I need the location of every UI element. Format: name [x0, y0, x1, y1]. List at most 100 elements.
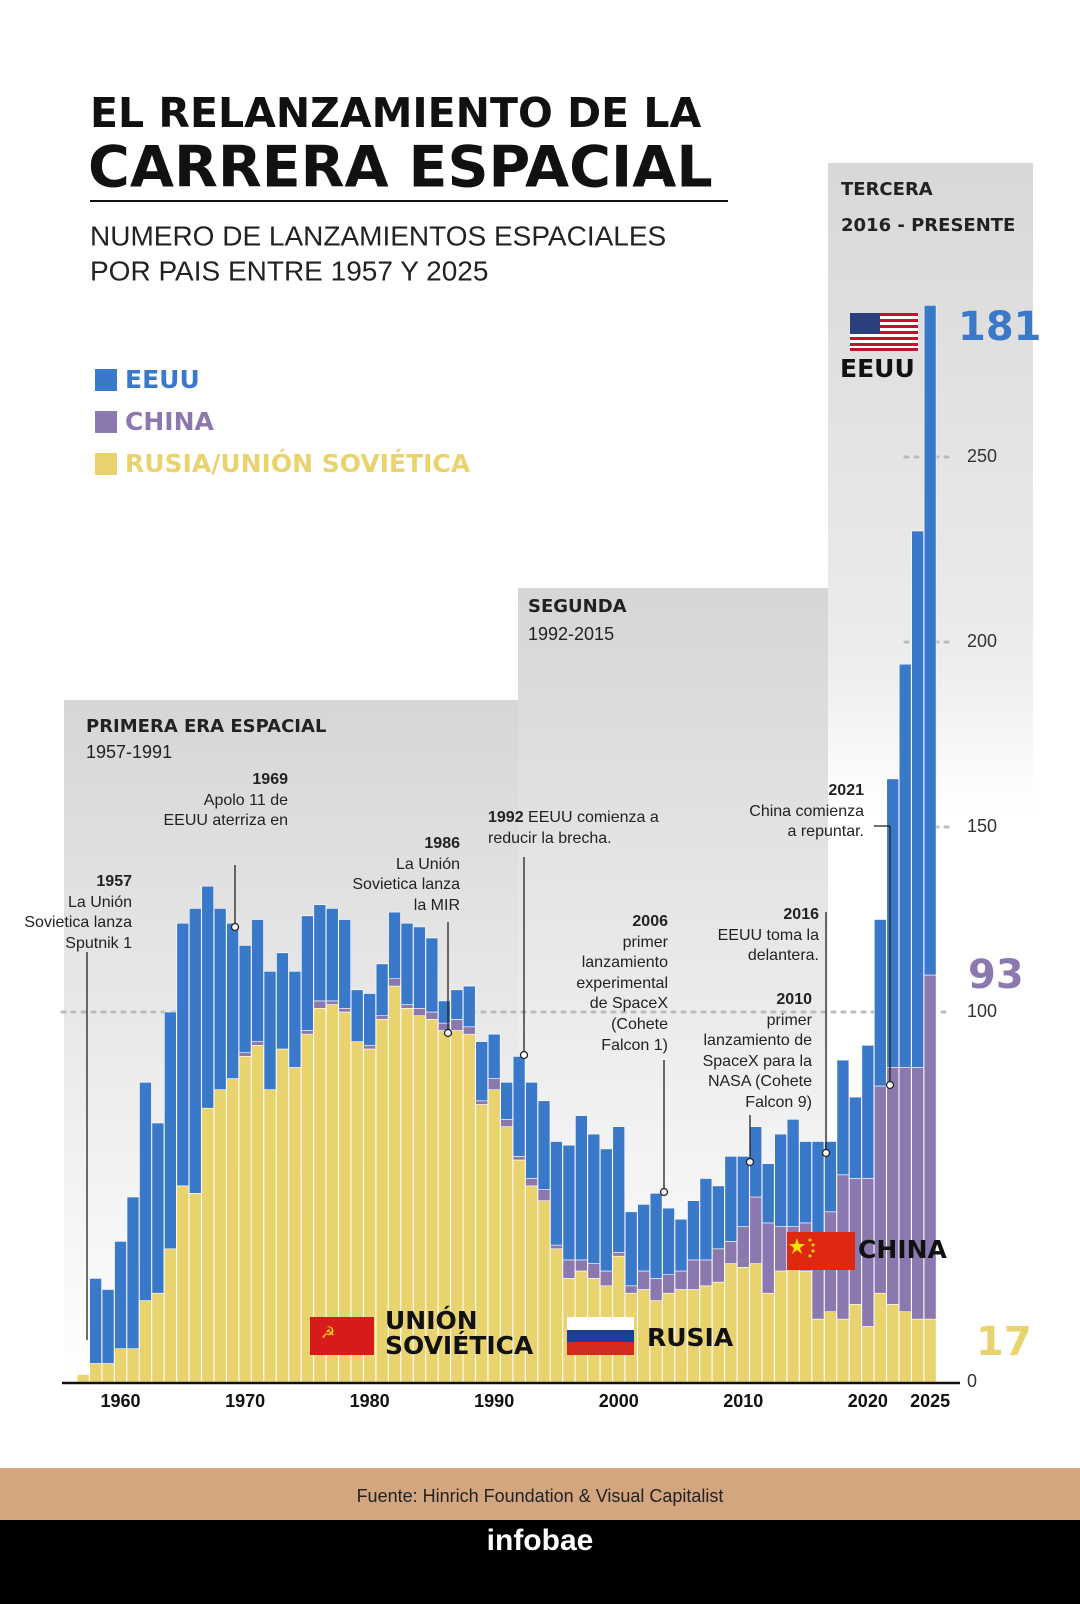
bar-segment — [388, 911, 401, 979]
bar-segment — [886, 1067, 900, 1305]
annotation-text: EEUU toma la — [717, 926, 819, 944]
bar-segment — [550, 1244, 563, 1250]
bar-segment — [139, 1082, 152, 1301]
bar-segment — [612, 1126, 626, 1253]
annotation-text: delantera. — [747, 947, 819, 965]
annotation-text: (Cohete — [611, 1015, 668, 1033]
annotation-text: primer — [622, 933, 668, 951]
bar-segment — [849, 1096, 862, 1179]
bar-segment — [76, 1374, 90, 1383]
bar-segment — [712, 1248, 725, 1283]
y-tick-label: 150 — [967, 816, 997, 836]
bar-segment — [898, 1311, 912, 1383]
bar-segment — [836, 1318, 850, 1383]
annotation-year: 1957 — [96, 873, 132, 890]
bar-segment — [861, 1326, 875, 1383]
bar-segment — [263, 970, 277, 1090]
brand-band — [0, 1520, 1080, 1604]
bar-segment — [674, 1270, 688, 1290]
bar-segment — [213, 1089, 227, 1383]
bar-segment — [188, 908, 202, 1194]
bar-segment — [375, 963, 389, 1017]
bar-segment — [487, 1033, 501, 1079]
bar-segment — [462, 1026, 476, 1035]
annotation-year: 2016 — [783, 906, 819, 923]
bar-segment — [475, 1100, 489, 1105]
annotation: 2006 primer lanzamiento experimental de Spac… — [576, 912, 668, 1056]
bar-segment — [836, 1059, 850, 1176]
bar-segment — [886, 778, 900, 1068]
annotation-text: de SpaceX — [589, 995, 668, 1013]
value-label: 181 — [958, 304, 1042, 350]
value-label: 93 — [968, 952, 1024, 998]
bar-segment — [276, 1048, 289, 1383]
bar-segment — [923, 304, 937, 976]
annotation-year: 1992 — [488, 809, 524, 826]
bar-segment — [114, 1241, 127, 1350]
subtitle-line: NUMERO DE LANZAMIENTOS ESPACIALES — [90, 220, 666, 251]
bar-segment — [276, 952, 289, 1050]
annotation-leaders — [86, 825, 895, 1340]
bar-segment — [164, 1011, 177, 1250]
bar-segment — [525, 1082, 538, 1179]
bar-segment — [462, 985, 476, 1028]
leader-dot — [745, 1157, 755, 1167]
bar-segment — [861, 1045, 875, 1179]
annotation-text: Sovietica lanza — [352, 876, 460, 894]
bar-segment — [911, 530, 924, 1068]
leader-dot — [519, 1050, 529, 1060]
bar-segment — [624, 1211, 638, 1287]
axes: 0 100 150 200 250 1960 1970 1980 1990 2000 2010 202… — [62, 446, 997, 1411]
flag-ussr: ☭ — [310, 1317, 374, 1355]
bar-segment — [126, 1348, 140, 1383]
bar-segment — [562, 1144, 576, 1261]
bar-segment — [126, 1196, 140, 1349]
bar-segment — [101, 1289, 115, 1364]
country-label: SOVIÉTICA — [385, 1331, 534, 1360]
bar-segment — [774, 1133, 787, 1227]
bar-segment — [226, 922, 239, 1079]
bar-segment — [774, 1226, 787, 1272]
bar-segment — [213, 908, 227, 1091]
flag-usa — [850, 313, 918, 351]
bar-segment — [712, 1185, 725, 1250]
brand: infobae — [487, 1524, 594, 1557]
bar-segment — [512, 1156, 526, 1161]
bar-segment — [450, 1019, 464, 1031]
bar-segment — [911, 1318, 924, 1383]
era-years: 1957-1991 — [86, 742, 172, 762]
y-tick-label: 250 — [967, 446, 997, 466]
country-label: CHINA — [858, 1235, 947, 1264]
bar-segment — [425, 937, 439, 1013]
bar-segment — [786, 1119, 800, 1227]
bar-segment — [662, 1274, 675, 1294]
bar-segment — [587, 1263, 601, 1279]
source: Fuente: Hinrich Foundation & Visual Capi… — [357, 1486, 724, 1506]
annotation: 1969 Apolo 11 de EEUU aterriza en — [164, 770, 289, 832]
annotation-text: experimental — [576, 974, 668, 992]
x-tick-label: 1960 — [101, 1391, 141, 1411]
x-tick-label: 2020 — [848, 1391, 888, 1411]
bar-segment — [325, 1000, 339, 1005]
bar-segment — [811, 1318, 825, 1383]
era-years: 2016 - PRESENTE — [841, 215, 1015, 236]
bar-segment — [774, 1270, 787, 1383]
bar-segment — [512, 1056, 526, 1157]
legend-label: RUSIA/UNIÓN SOVIÉTICA — [125, 448, 471, 478]
bar-segment — [388, 978, 401, 987]
bar-segment — [674, 1218, 688, 1272]
legend-swatch — [95, 411, 117, 433]
bar-segment — [350, 989, 364, 1042]
bar-segment — [413, 1007, 426, 1016]
annotation-year: 1986 — [424, 835, 460, 852]
bar-segment — [587, 1133, 601, 1264]
bar-segment — [687, 1259, 700, 1290]
bar-segment — [749, 1196, 763, 1264]
bar-segment — [575, 1259, 588, 1272]
bar-segment — [649, 1278, 663, 1301]
annotation: 1992 EEUU comienza a reducir la brecha. — [488, 808, 659, 849]
leader-dot — [659, 1187, 669, 1197]
bar-segment — [188, 1193, 202, 1383]
